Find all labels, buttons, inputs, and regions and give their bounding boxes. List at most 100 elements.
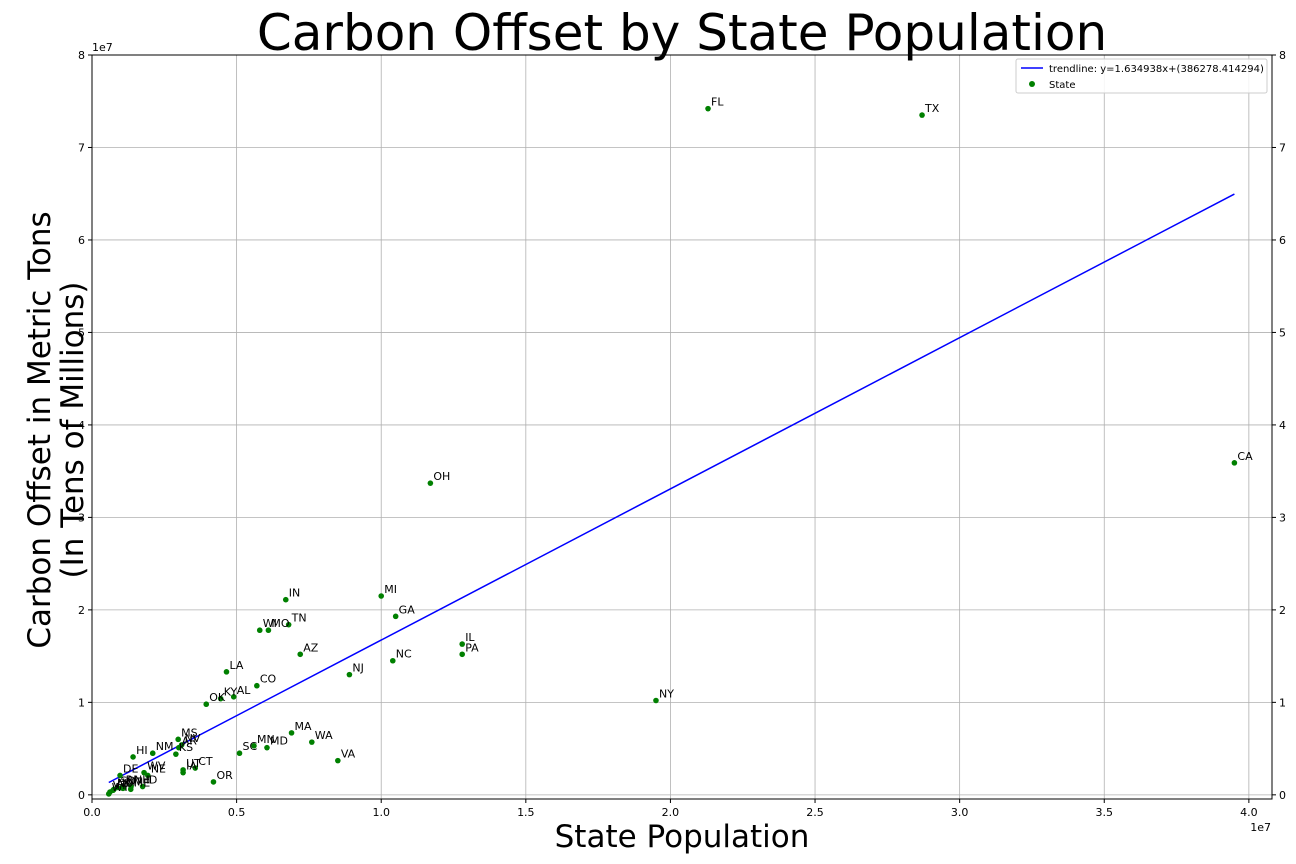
x-tick-label: 2.0 xyxy=(662,806,680,819)
y-tick-label-right: 2 xyxy=(1279,604,1286,617)
state-point-ky xyxy=(217,695,224,702)
y-tick-label-right: 7 xyxy=(1279,141,1286,154)
state-label-il: IL xyxy=(465,631,475,644)
state-point-tn xyxy=(285,621,292,628)
state-label-wa: WA xyxy=(315,729,333,742)
state-label-ks: KS xyxy=(179,741,193,754)
y-tick-label: 6 xyxy=(78,234,85,247)
state-label-tn: TN xyxy=(291,612,307,625)
state-label-oh: OH xyxy=(433,470,450,483)
state-label-md: MD xyxy=(270,735,288,748)
state-point-mt xyxy=(120,785,126,792)
y-tick-label-right: 4 xyxy=(1279,419,1286,432)
legend-trendline-label: trendline: y=1.634938x+(386278.414294) xyxy=(1049,64,1264,75)
state-label-nv: NV xyxy=(185,732,201,745)
x-tick-label: 2.5 xyxy=(806,806,824,819)
state-point-me xyxy=(127,786,134,793)
y-tick-label-right: 1 xyxy=(1279,696,1286,709)
state-label-la: LA xyxy=(229,659,243,672)
state-label-ok: OK xyxy=(209,691,226,704)
y-tick-label: 1 xyxy=(78,696,85,709)
state-label-nd: ND xyxy=(117,776,134,789)
state-label-ca: CA xyxy=(1237,450,1253,463)
state-point-wi xyxy=(256,627,263,634)
legend: trendline: y=1.634938x+(386278.414294) S… xyxy=(1015,58,1268,94)
y-tick-label: 8 xyxy=(78,49,85,62)
state-point-az xyxy=(297,651,304,658)
x-tick-label: 3.0 xyxy=(951,806,969,819)
state-label-az: AZ xyxy=(303,641,319,654)
x-tick-label: 4.0 xyxy=(1240,806,1258,819)
state-label-wy: WY xyxy=(112,781,130,794)
state-label-mt: MT xyxy=(126,775,142,788)
state-point-ga xyxy=(392,613,399,620)
state-label-ak: AK xyxy=(116,777,132,790)
state-label-ma: MA xyxy=(295,720,312,733)
state-label-in: IN xyxy=(289,587,300,600)
state-point-in xyxy=(282,596,289,603)
x-axis-label: State Population xyxy=(555,819,810,855)
state-label-mo: MO xyxy=(271,617,289,630)
state-point-wy xyxy=(105,791,112,797)
state-label-sc: SC xyxy=(243,740,258,753)
state-point-la xyxy=(223,669,230,675)
y-tick-label-right: 6 xyxy=(1279,234,1286,247)
state-point-pa xyxy=(459,651,465,658)
state-point-ms xyxy=(175,736,181,743)
state-label-mn: MN xyxy=(257,733,275,746)
chart-title: Carbon Offset by State Population xyxy=(257,4,1107,62)
state-label-fl: FL xyxy=(711,96,724,109)
state-point-ca xyxy=(1231,460,1238,466)
state-label-nc: NC xyxy=(396,648,412,661)
state-point-oh xyxy=(427,480,434,486)
y-tick-label-right: 8 xyxy=(1279,49,1286,62)
state-label-wv: WV xyxy=(147,760,166,773)
x-axis-multiplier: 1e7 xyxy=(1250,821,1271,834)
y-tick-label: 3 xyxy=(78,511,85,524)
y-tick-label: 0 xyxy=(78,789,85,802)
data-points xyxy=(105,105,1238,797)
state-label-ut: UT xyxy=(186,757,201,770)
state-label-ne: NE xyxy=(151,762,166,775)
state-label-ar: AR xyxy=(182,735,198,748)
y-tick-label: 4 xyxy=(78,419,85,432)
y-axis-label-line1: Carbon Offset in Metric Tons xyxy=(22,211,58,648)
y-axis-multiplier: 1e7 xyxy=(92,41,113,54)
state-label-wi: WI xyxy=(263,617,277,630)
state-label-ri: RI xyxy=(126,774,137,787)
state-label-sd: SD xyxy=(120,774,135,787)
state-label-tx: TX xyxy=(924,102,940,115)
state-point-wa xyxy=(309,739,315,745)
state-point-ok xyxy=(203,701,210,708)
state-point-ks xyxy=(173,751,179,757)
trendline-layer xyxy=(108,193,1235,784)
state-point-co xyxy=(254,682,260,689)
state-label-or: OR xyxy=(216,769,233,782)
state-label-de: DE xyxy=(123,762,138,775)
state-point-ne xyxy=(145,772,151,779)
state-point-ny xyxy=(653,697,659,704)
state-point-hi xyxy=(130,754,136,760)
state-point-mn xyxy=(251,743,257,749)
y-tick-label: 2 xyxy=(78,604,85,617)
state-label-nm: NM xyxy=(156,740,174,753)
state-point-ct xyxy=(192,765,199,771)
state-label-id: ID xyxy=(146,774,158,787)
state-point-de xyxy=(117,772,123,779)
x-tick-label: 0.0 xyxy=(83,806,101,819)
state-point-nm xyxy=(149,750,156,757)
state-label-ky: KY xyxy=(224,686,238,699)
grid-lines xyxy=(91,54,1272,799)
y-axis-label: Carbon Offset in Metric Tons (In Tens of… xyxy=(22,211,91,648)
state-label-nh: NH xyxy=(134,774,151,787)
plot-frame xyxy=(91,54,1273,800)
state-label-ct: CT xyxy=(198,755,213,768)
x-tick-label: 1.0 xyxy=(372,806,390,819)
state-label-nj: NJ xyxy=(352,662,363,675)
state-point-sc xyxy=(236,750,243,757)
state-point-il xyxy=(459,641,465,647)
state-point-va xyxy=(335,757,341,764)
state-point-tx xyxy=(919,112,925,118)
